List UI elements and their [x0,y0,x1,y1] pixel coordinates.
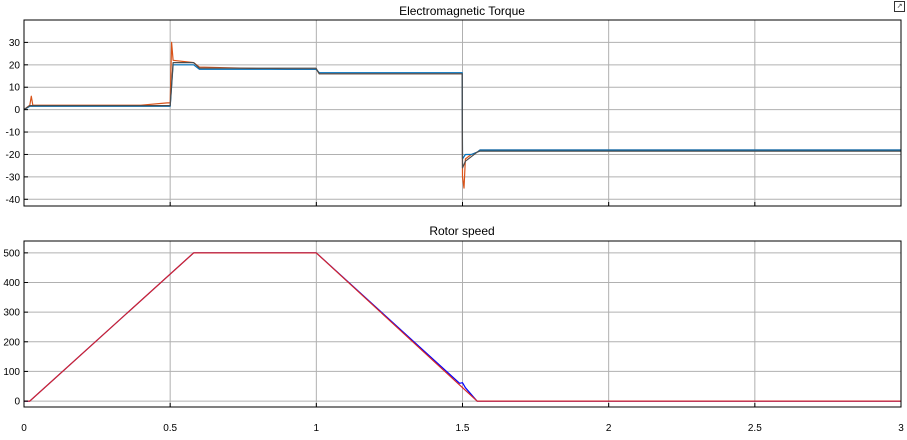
rotor-speed-xtick-label-4: 2 [606,423,612,434]
rotor-speed-xtick-label-1: 0.5 [163,423,177,434]
rotor-speed-xtick-label-6: 3 [898,423,904,434]
rotor-speed-xtick-label-2: 1 [314,423,320,434]
rotor-speed-plot-title: Rotor speed [429,224,494,238]
rotor-speed-xtick-label-3: 1.5 [456,423,470,434]
torque-ytick-label-0: 30 [9,38,21,49]
torque-ytick-label-6: -30 [6,172,21,183]
rotor-speed-ytick-label-0: 500 [3,248,20,259]
torque-ytick-label-2: 10 [9,83,21,94]
rotor-speed-series-1 [24,252,901,402]
torque-ytick-label-5: -20 [6,150,21,161]
rotor-speed-ytick-label-4: 100 [3,367,20,378]
torque-series-2 [23,61,901,169]
rotor-speed-xtick-label-0: 0 [21,423,27,434]
rotor-speed-xtick-label-5: 2.5 [748,423,762,434]
rotor-speed-ytick-label-1: 400 [3,278,20,289]
torque-ytick-label-1: 20 [9,60,21,71]
rotor-speed-ytick-label-3: 200 [3,337,20,348]
expand-icon[interactable]: ↗ [894,1,905,12]
torque-ytick-label-3: 0 [14,105,20,116]
rotor-speed-ytick-label-5: 0 [14,397,20,408]
torque-plot-title: Electromagnetic Torque [399,4,525,18]
rotor-speed-ytick-label-2: 300 [3,308,20,319]
rotor-speed-plot: Rotor speed 500 400 300 200 100 0 0 0.5 1 1.5 2 2.5… [3,224,904,434]
torque-ytick-label-7: -40 [6,195,21,206]
torque-plot: Electromagnetic Torque 30 20 10 0 -10 -20 -30 -… [6,4,902,207]
torque-ytick-label-4: -10 [6,128,21,139]
